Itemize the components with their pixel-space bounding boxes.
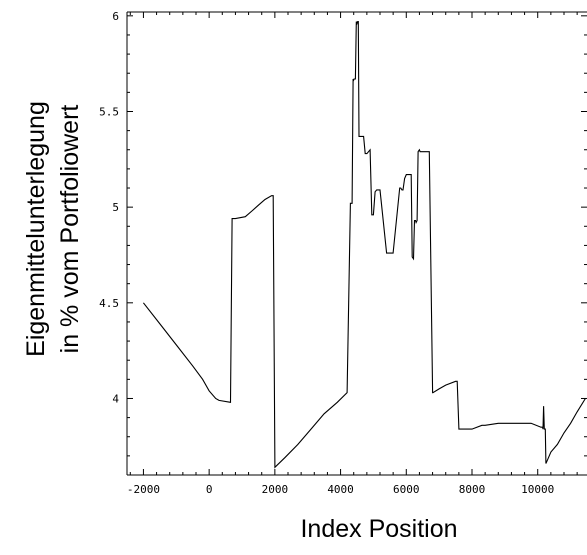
y-axis-title: Eigenmittelunterlegung in % vom Portfoli…	[22, 101, 84, 357]
y-axis-title-line-2: in % vom Portfoliowert	[56, 105, 84, 354]
x-axis-title: Index Position	[300, 515, 457, 543]
y-axis-title-line-1: Eigenmittelunterlegung	[22, 101, 50, 357]
y-tick-label: 4.5	[99, 297, 119, 310]
x-tick-label: 10000	[521, 483, 554, 496]
series-group	[142, 21, 586, 469]
plot-frame	[126, 11, 587, 476]
series-line	[142, 21, 586, 469]
x-tick-label: 0	[206, 483, 213, 496]
x-ticks: -2000 0 2000 4000 6000 8000 10000	[127, 12, 554, 496]
y-tick-label: 5.5	[99, 105, 119, 118]
y-ticks: 4 4.5 5 5.5 6	[99, 10, 587, 405]
x-tick-label: 6000	[393, 483, 420, 496]
x-tick-label: 8000	[459, 483, 486, 496]
x-tick-label: -2000	[127, 483, 160, 496]
y-tick-label: 5	[112, 201, 119, 214]
y-tick-label: 4	[112, 392, 119, 405]
y-tick-label: 6	[112, 10, 119, 23]
x-tick-label: 2000	[262, 483, 289, 496]
minor-ticks	[127, 12, 587, 476]
x-tick-label: 4000	[327, 483, 354, 496]
